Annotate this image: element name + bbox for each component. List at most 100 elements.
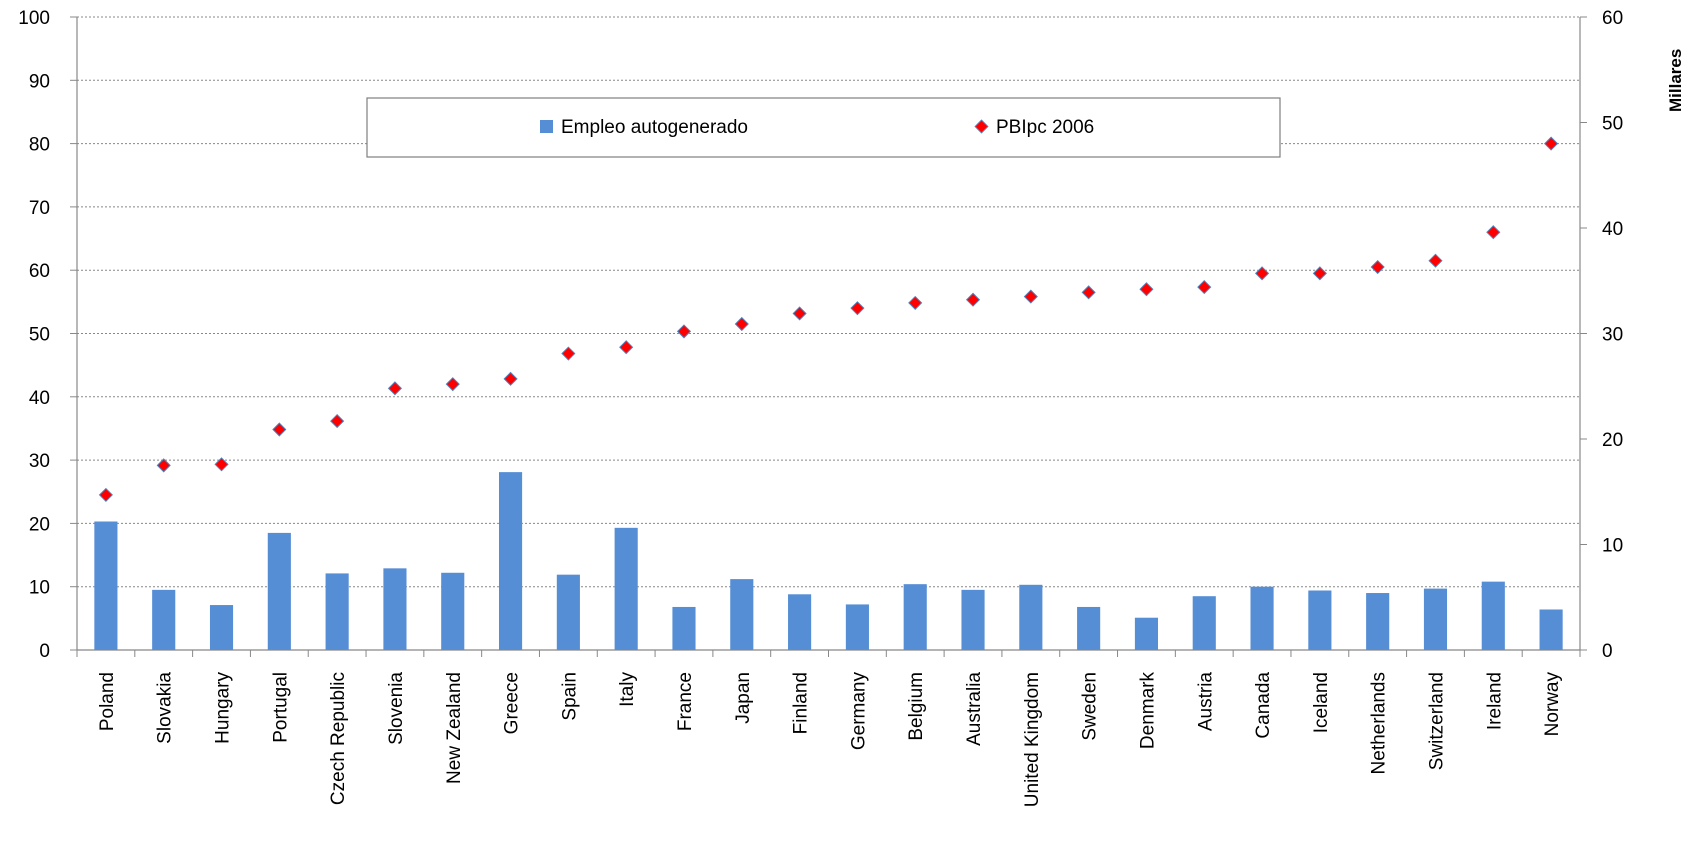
legend: Empleo autogenerado PBIpc 2006 bbox=[366, 97, 1281, 158]
bar bbox=[730, 579, 754, 650]
category-label: Germany bbox=[848, 672, 869, 751]
scatter-point bbox=[1197, 280, 1212, 295]
scatter-point bbox=[1544, 136, 1559, 151]
scatter-point bbox=[1081, 285, 1096, 300]
scatter-point bbox=[330, 413, 345, 429]
category-label: Poland bbox=[97, 672, 118, 731]
bar bbox=[556, 574, 580, 650]
category-label: France bbox=[675, 672, 696, 731]
scatter-point bbox=[1486, 225, 1501, 240]
scatter-point bbox=[1254, 266, 1270, 281]
category-label: Denmark bbox=[1137, 672, 1158, 750]
bar bbox=[903, 584, 927, 650]
y2-tick-label: 60 bbox=[1602, 8, 1623, 29]
category-label: Belgium bbox=[906, 672, 927, 741]
bar bbox=[845, 604, 869, 650]
scatter-point bbox=[1139, 282, 1154, 297]
category-label: United Kingdom bbox=[1022, 672, 1043, 807]
y-tick-label: 20 bbox=[29, 514, 50, 535]
bar bbox=[325, 573, 349, 650]
scatter-point bbox=[734, 316, 749, 332]
bar bbox=[1366, 593, 1390, 650]
scatter-point bbox=[214, 457, 229, 472]
y2-tick-label: 0 bbox=[1602, 641, 1613, 662]
category-label: Netherlands bbox=[1369, 672, 1390, 774]
category-label: Portugal bbox=[270, 672, 291, 743]
category-label: Norway bbox=[1542, 672, 1563, 737]
bar bbox=[1539, 609, 1563, 650]
legend-marker-label: PBIpc 2006 bbox=[996, 117, 1094, 138]
bar bbox=[788, 594, 812, 650]
scatter-point bbox=[1312, 266, 1327, 281]
legend-marker-swatch bbox=[974, 119, 989, 134]
bar bbox=[1308, 590, 1332, 650]
bar bbox=[209, 605, 234, 650]
left-axis-ticks: 0 10 20 30 40 50 60 70 80 90 100 bbox=[18, 8, 50, 662]
category-label: Japan bbox=[733, 672, 754, 724]
legend-bar-swatch bbox=[540, 120, 553, 133]
bar bbox=[1423, 588, 1448, 650]
bar bbox=[961, 589, 985, 650]
right-axis-title: Millares bbox=[1666, 49, 1685, 112]
category-label: Finland bbox=[791, 672, 812, 734]
y-tick-label: 60 bbox=[29, 261, 50, 282]
y-tick-label: 100 bbox=[18, 8, 50, 29]
category-label: Slovenia bbox=[386, 672, 407, 745]
gridlines bbox=[77, 16, 1580, 588]
scatter-point bbox=[156, 458, 171, 473]
bar bbox=[672, 606, 696, 650]
bar bbox=[1077, 606, 1101, 650]
y-tick-label: 80 bbox=[29, 135, 50, 156]
y-tick-label: 70 bbox=[29, 198, 50, 219]
category-label: Hungary bbox=[213, 672, 234, 744]
legend-box bbox=[366, 97, 1281, 158]
bar bbox=[1481, 581, 1505, 650]
y2-tick-label: 50 bbox=[1602, 114, 1623, 135]
bar bbox=[1019, 584, 1043, 650]
y-tick-label: 30 bbox=[29, 451, 50, 472]
category-label: Austria bbox=[1195, 672, 1216, 732]
bar bbox=[267, 532, 291, 650]
bar bbox=[498, 472, 523, 650]
y-tick-label: 0 bbox=[39, 641, 50, 662]
scatter-point bbox=[619, 340, 634, 355]
bar bbox=[1192, 596, 1216, 650]
category-label: Iceland bbox=[1311, 672, 1332, 733]
y2-tick-label: 20 bbox=[1602, 430, 1623, 451]
scatter-series bbox=[98, 136, 1559, 502]
y2-tick-label: 30 bbox=[1602, 325, 1623, 346]
scatter-point bbox=[965, 292, 981, 307]
category-label: New Zealand bbox=[444, 672, 465, 784]
bar bbox=[441, 572, 465, 650]
category-label: Slovakia bbox=[155, 672, 176, 744]
bar bbox=[152, 589, 176, 650]
category-labels: Poland Slovakia Hungary Portugal Czech Repub… bbox=[97, 672, 1563, 808]
scatter-point bbox=[503, 371, 518, 386]
scatter-point bbox=[387, 381, 403, 396]
bar-series bbox=[94, 472, 1563, 650]
y-tick-label: 40 bbox=[29, 388, 50, 409]
scatter-point bbox=[1428, 253, 1443, 268]
scatter-point bbox=[676, 324, 692, 339]
scatter-point bbox=[445, 377, 460, 392]
scatter-point bbox=[98, 487, 113, 502]
category-label: Sweden bbox=[1080, 672, 1101, 741]
category-label: Canada bbox=[1253, 672, 1274, 739]
axes bbox=[70, 16, 1587, 657]
bar bbox=[1134, 617, 1159, 650]
scatter-point bbox=[792, 306, 807, 321]
legend-bar-label: Empleo autogenerado bbox=[561, 117, 748, 138]
scatter-point bbox=[908, 295, 923, 310]
y2-tick-label: 10 bbox=[1602, 536, 1623, 557]
category-label: Greece bbox=[502, 672, 523, 734]
y-tick-label: 50 bbox=[29, 325, 50, 346]
right-axis-ticks: 0 10 20 30 40 50 60 bbox=[1602, 8, 1623, 662]
scatter-point bbox=[272, 422, 287, 437]
bar bbox=[383, 568, 407, 650]
category-label: Switzerland bbox=[1426, 672, 1447, 770]
scatter-point bbox=[1023, 289, 1038, 304]
category-label: Italy bbox=[617, 672, 638, 707]
bar bbox=[94, 521, 118, 650]
